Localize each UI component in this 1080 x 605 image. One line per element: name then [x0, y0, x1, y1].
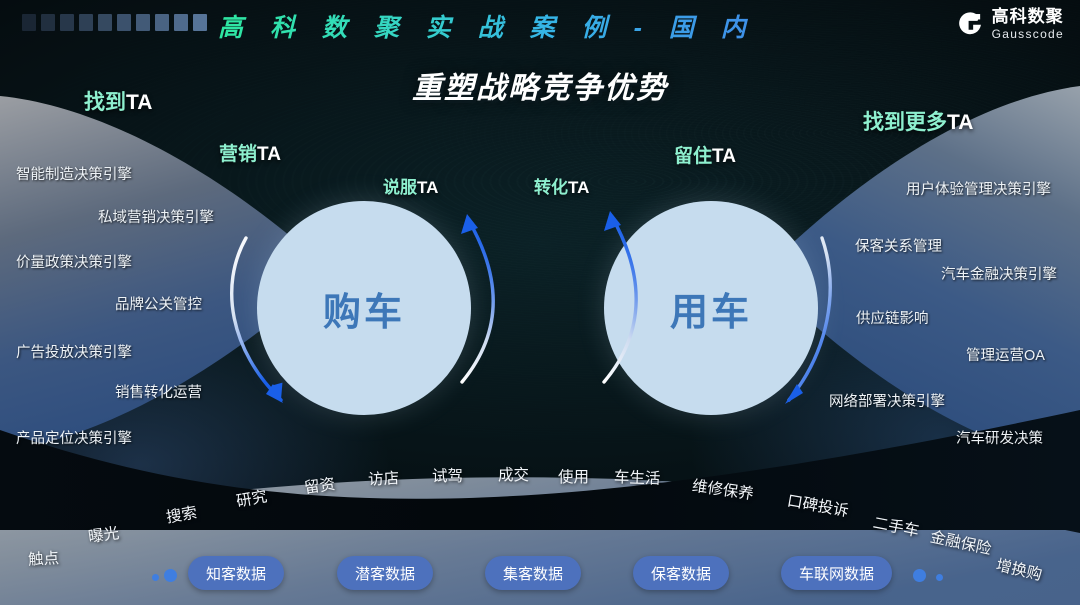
- slide-header: 高 科 数 聚 实 战 案 例 - 国 内 高科数聚 Gausscode: [0, 0, 1080, 56]
- journey-label-10[interactable]: 车生活: [613, 469, 661, 488]
- engine-label-left-4[interactable]: 品牌公关管控: [115, 297, 202, 313]
- header-dash-8: [155, 14, 169, 31]
- engine-label-left-7[interactable]: 产品定位决策引擎: [16, 431, 132, 447]
- journey-label-7[interactable]: 试驾: [432, 468, 464, 485]
- circle-use-car-label: 用车: [669, 291, 752, 334]
- engine-label-left-5[interactable]: 广告投放决策引擎: [16, 345, 132, 361]
- stage-label-cn: 营销: [219, 144, 258, 165]
- stage-label-convert-ta[interactable]: 转化TA: [534, 173, 589, 198]
- engine-label-left-6[interactable]: 销售转化运营: [115, 385, 202, 401]
- data-pill-3[interactable]: 集客数据: [485, 556, 582, 590]
- header-dash-7: [136, 14, 150, 31]
- logo-en: Gausscode: [991, 27, 1064, 41]
- data-pill-2[interactable]: 潜客数据: [337, 556, 434, 590]
- header-dash-9: [174, 14, 188, 31]
- header-dash-bar: [22, 14, 207, 31]
- stage-label-ta: TA: [257, 144, 281, 165]
- stage-label-ta: TA: [568, 178, 590, 197]
- stage-label-cn: 找到更多: [863, 111, 947, 134]
- journey-label-1[interactable]: 触点: [27, 550, 60, 569]
- stage-label-ta: TA: [126, 91, 153, 114]
- brand-logo: 高科数聚 Gausscode: [956, 8, 1064, 40]
- page-title: 重塑战略竞争优势: [412, 72, 668, 105]
- stage-label-ta: TA: [712, 146, 736, 167]
- dot-small-right: [936, 574, 943, 581]
- data-pill-4[interactable]: 保客数据: [633, 556, 730, 590]
- stage-label-ta: TA: [417, 178, 439, 197]
- header-title: 高 科 数 聚 实 战 案 例 - 国 内: [218, 8, 756, 44]
- engine-label-left-1[interactable]: 智能制造决策引擎: [16, 167, 132, 183]
- journey-label-5[interactable]: 留资: [303, 475, 337, 498]
- stage-label-cn: 留住: [674, 146, 713, 167]
- logo-cn: 高科数聚: [991, 7, 1064, 26]
- engine-label-left-3[interactable]: 价量政策决策引擎: [16, 255, 132, 271]
- logo-text: 高科数聚 Gausscode: [992, 8, 1064, 40]
- journey-label-2[interactable]: 曝光: [87, 524, 121, 547]
- circle-buy-car[interactable]: 购车: [257, 201, 471, 415]
- stage-label-market-ta[interactable]: 营销TA: [219, 139, 281, 166]
- stage-label-retain-ta[interactable]: 留住TA: [674, 141, 736, 168]
- funnel-right-shape: [760, 86, 1080, 464]
- stage-label-cn: 转化: [534, 178, 568, 197]
- stage-label-persuade-ta[interactable]: 说服TA: [383, 173, 438, 198]
- dot-small-left: [152, 574, 159, 581]
- data-pill-1[interactable]: 知客数据: [188, 556, 285, 590]
- stage-label-ta: TA: [947, 111, 974, 134]
- dot-large-left: [164, 569, 177, 582]
- gausscode-logo-icon: [956, 10, 984, 38]
- circle-buy-car-label: 购车: [322, 291, 405, 334]
- stage-label-find-more-ta[interactable]: 找到更多TA: [863, 106, 973, 136]
- dot-large-right: [913, 569, 926, 582]
- journey-label-9[interactable]: 使用: [558, 469, 590, 486]
- circle-use-car[interactable]: 用车: [604, 201, 818, 415]
- header-dash-2: [41, 14, 55, 31]
- header-dash-5: [98, 14, 112, 31]
- header-dash-3: [60, 14, 74, 31]
- engine-label-left-2[interactable]: 私域营销决策引擎: [98, 210, 214, 226]
- journey-label-8[interactable]: 成交: [498, 467, 530, 484]
- data-pill-5[interactable]: 车联网数据: [781, 556, 893, 590]
- stage-label-cn: 找到: [84, 91, 126, 114]
- band-dark-curve: [0, 410, 1080, 530]
- stage-label-find-ta[interactable]: 找到TA: [84, 86, 152, 116]
- header-dash-1: [22, 14, 36, 31]
- funnel-left-shape: [0, 96, 330, 452]
- journey-label-6[interactable]: 访店: [367, 470, 400, 489]
- header-dash-10: [193, 14, 207, 31]
- stage-label-cn: 说服: [383, 178, 417, 197]
- header-dash-4: [79, 14, 93, 31]
- header-dash-6: [117, 14, 131, 31]
